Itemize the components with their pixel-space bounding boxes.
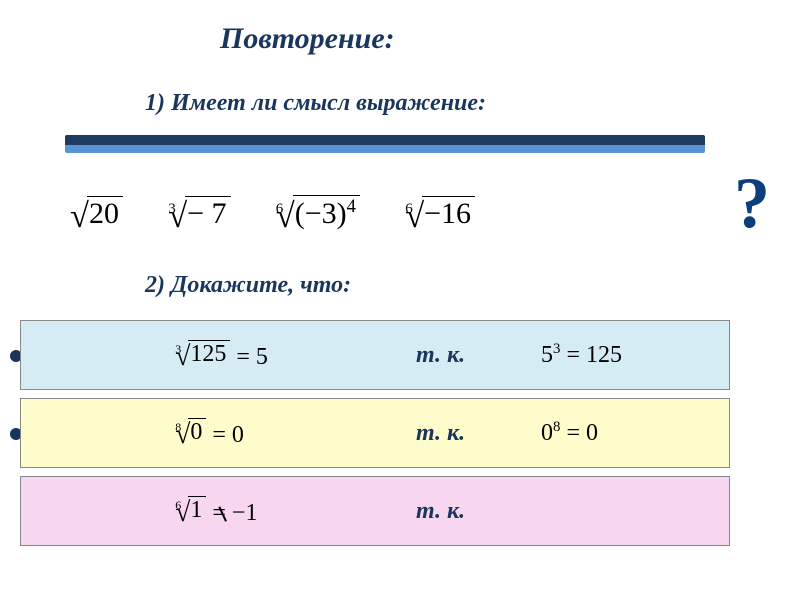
radicand: 1 [188,496,206,524]
root-index: 6 [405,201,413,218]
value: −1 [226,500,258,526]
root-index: 3 [175,342,181,357]
proof-box-3: 6 √ 1 = −1 т. к. [20,476,730,546]
base: (−3) [295,197,347,230]
expr-cuberoot-neg7: 3 √ − 7 [163,195,231,231]
equals-value: = 0 [212,422,244,448]
proof-box-2: 8 √ 0 = 0 т. к. 08 = 0 [20,398,730,468]
rhs-expression: 08 = 0 [541,419,598,447]
base: 5 [541,342,553,368]
rhs-expression: 53 = 125 [541,341,622,369]
equals-value: = 5 [236,344,268,370]
equals-value: = 0 [560,420,598,446]
expression-row: √ 20 3 √ − 7 6 √ (−3)4 6 √ −16 [70,195,475,231]
because-label: т. к. [416,342,465,369]
root-index: 6 [175,498,181,513]
radicand: − 7 [185,196,230,231]
because-label: т. к. [416,498,465,525]
question-mark-icon: ? [734,162,770,245]
lhs-expression: 3 √ 125 = 5 [171,340,268,371]
proof-box-1: 3 √ 125 = 5 т. к. 53 = 125 [20,320,730,390]
not-equals-icon: = [212,500,226,527]
lhs-expression: 8 √ 0 = 0 [171,418,244,449]
expr-sqrt-20: √ 20 [70,195,123,231]
root-index: 8 [175,420,181,435]
radicand: −16 [422,196,475,231]
because-label: т. к. [416,420,465,447]
root-index: 6 [276,201,284,218]
radicand: 20 [87,196,123,231]
radicand: 125 [188,340,230,368]
page-title: Повторение: [220,22,395,56]
lhs-expression: 6 √ 1 = −1 [171,496,257,527]
radicand: (−3)4 [293,195,360,231]
question-1-title: 1) Имеет ли смысл выражение: [145,90,486,117]
divider-rule [65,135,705,153]
exponent: 4 [347,196,356,217]
base: 0 [541,420,553,446]
expr-6root-neg16: 6 √ −16 [400,195,475,231]
root-index: 3 [168,201,176,218]
question-2-title: 2) Докажите, что: [145,272,351,299]
equals-value: = 125 [560,342,622,368]
radicand: 0 [188,418,206,446]
expr-6root-neg3-4: 6 √ (−3)4 [271,195,360,231]
